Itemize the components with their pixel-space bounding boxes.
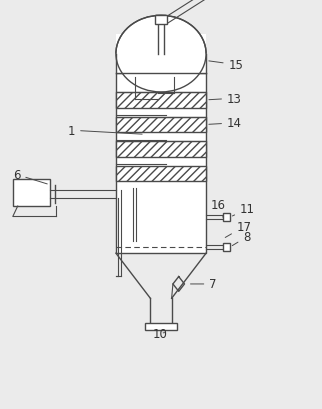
Bar (116, 142, 206, 157)
Bar (223, 213, 230, 222)
Ellipse shape (116, 16, 206, 93)
Text: 1: 1 (68, 124, 142, 137)
Bar (155, 16, 167, 25)
Bar (116, 98, 206, 103)
Bar (13, 180, 50, 207)
Bar (145, 323, 177, 330)
Text: 8: 8 (232, 231, 251, 246)
Text: 15: 15 (209, 59, 243, 72)
Text: 7: 7 (191, 278, 217, 291)
Text: 9: 9 (0, 408, 1, 409)
Text: 17: 17 (225, 220, 252, 238)
Text: 13: 13 (209, 92, 242, 106)
Bar (116, 117, 206, 133)
Bar (116, 35, 206, 74)
Text: 14: 14 (209, 117, 242, 130)
Bar (116, 74, 206, 254)
Text: 10: 10 (153, 327, 168, 340)
Bar (116, 166, 206, 182)
Text: 11: 11 (232, 203, 255, 216)
Bar (223, 243, 230, 252)
Text: 16: 16 (211, 199, 226, 218)
Bar (116, 93, 206, 108)
Text: 6: 6 (13, 169, 47, 184)
